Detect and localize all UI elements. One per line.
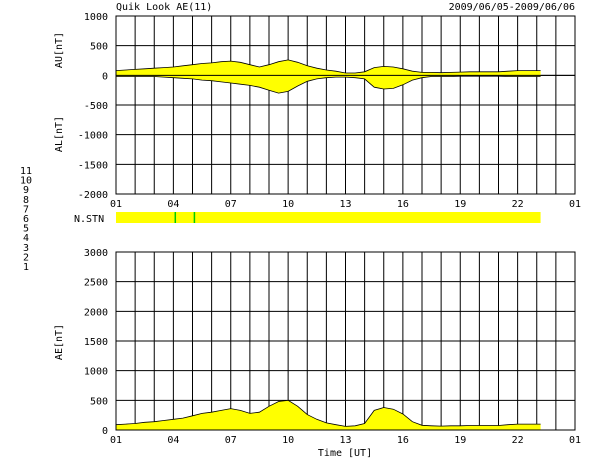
- y-tick-label: -500: [84, 101, 108, 112]
- x-tick-label: 04: [167, 435, 179, 446]
- au-al-y-tick-labels: 1000 500 0 -500 -1000 -1500 -2000: [78, 12, 108, 201]
- y-tick-label: 3000: [84, 248, 108, 259]
- legend-entry-11: 11: [20, 166, 32, 177]
- au-series-area: [116, 59, 541, 76]
- legend-entry-8: 8: [23, 195, 29, 206]
- time-axis-label: Time [UT]: [318, 448, 372, 459]
- legend-entry-5: 5: [23, 224, 29, 235]
- y-tick-label: 1000: [84, 367, 108, 378]
- legend-entry-3: 3: [23, 243, 29, 254]
- al-axis-label: AL[nT]: [54, 116, 65, 152]
- au-axis-label: AU[nT]: [54, 32, 65, 68]
- x-tick-label: 22: [512, 435, 524, 446]
- legend-entry-6: 6: [23, 214, 29, 225]
- x-tick-label: 04: [167, 199, 179, 210]
- station-count-label: N.STN: [74, 214, 104, 225]
- au-al-x-tick-labels: 01 04 07 10 13 16 19 22 01: [110, 199, 581, 210]
- y-tick-label: 500: [90, 396, 108, 407]
- x-tick-label: 16: [397, 199, 409, 210]
- x-tick-label: 07: [225, 199, 237, 210]
- legend-entry-2: 2: [23, 252, 29, 263]
- x-tick-label: 01: [569, 199, 581, 210]
- legend-entry-9: 9: [23, 185, 29, 196]
- x-tick-label: 07: [225, 435, 237, 446]
- y-tick-label: 2000: [84, 307, 108, 318]
- y-tick-label: 2500: [84, 278, 108, 289]
- ae-axis-label: AE[nT]: [54, 324, 65, 360]
- y-tick-label: 1500: [84, 337, 108, 348]
- legend-entry-7: 7: [23, 204, 29, 215]
- y-tick-label: 1000: [84, 12, 108, 23]
- legend-entry-10: 10: [20, 176, 32, 187]
- chart-title: Quik Look AE(11): [116, 2, 212, 13]
- x-tick-label: 01: [110, 435, 122, 446]
- y-tick-label: 0: [102, 71, 108, 82]
- x-tick-label: 01: [110, 199, 122, 210]
- al-series-line: [116, 75, 541, 94]
- y-tick-label: 0: [102, 426, 108, 437]
- al-series-area: [116, 75, 541, 94]
- y-tick-label: 500: [90, 42, 108, 53]
- au-al-grid: [115, 15, 576, 195]
- station-change-marks: [174, 212, 196, 223]
- ae-series-area: [116, 400, 541, 430]
- legend-entry-1: 1: [23, 262, 29, 273]
- x-tick-label: 10: [282, 199, 294, 210]
- ae-y-tick-labels: 3000 2500 2000 1500 1000 500 0: [84, 248, 108, 437]
- y-tick-label: -1000: [78, 131, 108, 142]
- x-tick-label: 19: [454, 199, 466, 210]
- x-tick-label: 22: [512, 199, 524, 210]
- x-tick-label: 16: [397, 435, 409, 446]
- x-tick-label: 01: [569, 435, 581, 446]
- y-tick-label: -2000: [78, 190, 108, 201]
- ae-plot-frame: [115, 251, 576, 431]
- ae-x-tick-labels: 01 04 07 10 13 16 19 22 01: [110, 435, 581, 446]
- au-al-plot-frame: [115, 15, 576, 195]
- y-tick-label: -1500: [78, 160, 108, 171]
- ae-grid: [115, 251, 576, 431]
- legend-entry-4: 4: [23, 233, 29, 244]
- date-range: 2009/06/05-2009/06/06: [449, 2, 575, 13]
- x-tick-label: 13: [339, 435, 351, 446]
- x-tick-label: 13: [339, 199, 351, 210]
- au-series-line: [115, 59, 541, 74]
- station-coverage-bar: [116, 212, 541, 223]
- x-tick-label: 19: [454, 435, 466, 446]
- x-tick-label: 10: [282, 435, 294, 446]
- ae-series-line: [115, 399, 541, 427]
